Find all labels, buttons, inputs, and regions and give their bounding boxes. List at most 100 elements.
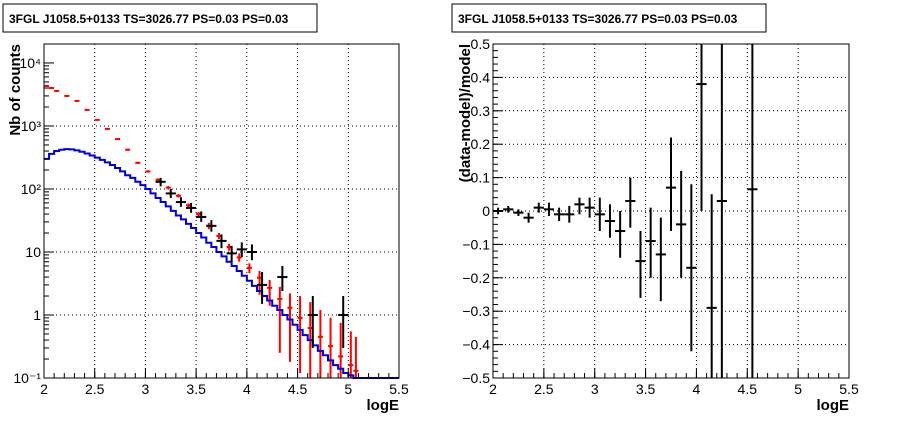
residual-data-point [533, 202, 544, 213]
residual-data-point [645, 207, 656, 278]
counts-x-tick-label: 5.5 [389, 381, 409, 397]
residual-data-point [635, 231, 646, 298]
counts-data-point [287, 293, 293, 362]
counts-panel: 3FGL J1058.5+0133 TS=3026.77 PS=0.03 PS=… [2, 3, 409, 414]
counts-data-point [165, 188, 176, 198]
residual-y-tick-label: 0.4 [471, 69, 491, 85]
residual-data-point [513, 209, 524, 217]
residual-panel: 3FGL J1058.5+0133 TS=3026.77 PS=0.03 PS=… [451, 3, 859, 414]
residual-data-point [706, 194, 717, 378]
residual-x-axis-title: logE [817, 397, 850, 414]
counts-data-point [94, 118, 100, 121]
residual-title-box [451, 3, 767, 33]
counts-data-point [54, 89, 60, 92]
counts-data-point [74, 99, 80, 102]
counts-y-tick-label: 10⁻¹ [13, 370, 41, 386]
counts-data-point [135, 161, 141, 164]
counts-data-point [115, 138, 121, 141]
residual-y-tick-label: 0 [482, 203, 490, 219]
counts-x-tick-label: 3 [142, 381, 150, 397]
residual-data-point [676, 170, 687, 278]
counts-y-tick-label: 10⁴ [19, 55, 41, 71]
residual-data-point [584, 197, 595, 218]
counts-x-tick-label: 2.5 [85, 381, 105, 397]
residual-x-tick-label: 4.5 [738, 381, 758, 397]
counts-y-tick-label: 10 [25, 244, 41, 260]
counts-data-point [297, 296, 303, 374]
counts-data-point [104, 127, 110, 130]
counts-y-axis-title: Nb of counts [7, 44, 24, 136]
residual-x-tick-label: 2.5 [534, 381, 554, 397]
counts-y-tick-label: 10³ [21, 118, 42, 134]
counts-data-point [226, 245, 237, 262]
residual-data-point [574, 197, 585, 215]
counts-data-point [246, 244, 257, 261]
residual-data-point [503, 205, 514, 213]
residual-data-point [615, 211, 626, 258]
counts-data-point [175, 194, 181, 198]
counts-data-point [165, 186, 171, 190]
residual-x-tick-label: 4 [693, 381, 701, 397]
counts-data-point [84, 108, 90, 111]
counts-y-tick-label: 10² [21, 181, 42, 197]
counts-data-point [328, 317, 334, 378]
counts-data-point [317, 310, 323, 378]
residual-x-tick-label: 2 [489, 381, 497, 397]
residual-data-point [564, 205, 575, 223]
residual-x-tick-label: 5.5 [839, 381, 859, 397]
residual-data-point [523, 212, 534, 223]
residual-y-tick-label: −0.4 [462, 337, 490, 353]
counts-x-tick-label: 5 [344, 381, 352, 397]
counts-data-point [307, 296, 318, 348]
counts-data-point [206, 220, 217, 232]
counts-data-point [64, 94, 70, 97]
residual-x-tick-label: 3 [591, 381, 599, 397]
residual-data-point [665, 137, 677, 232]
counts-x-tick-label: 4.5 [288, 381, 308, 397]
residual-data-point [543, 202, 555, 217]
counts-data-point [353, 336, 359, 378]
residual-data-point [696, 44, 707, 211]
residual-data-point [594, 197, 605, 232]
counts-data-point [186, 202, 197, 213]
counts-data-point [175, 197, 186, 207]
counts-plot-frame [43, 43, 400, 379]
counts-x-tick-label: 2 [40, 381, 48, 397]
residual-data-point [716, 44, 727, 378]
residual-y-tick-label: 0.5 [471, 36, 491, 52]
counts-data-point [236, 253, 242, 262]
counts-x-tick-label: 3.5 [186, 381, 206, 397]
residual-x-tick-label: 5 [794, 381, 802, 397]
counts-data-point [236, 242, 247, 258]
counts-data-point [277, 286, 283, 353]
residual-x-tick-label: 3.5 [636, 381, 656, 397]
counts-data-point [277, 265, 288, 292]
counts-data-point [348, 331, 354, 378]
counts-data-point [216, 234, 227, 249]
counts-x-axis-title: logE [367, 397, 400, 414]
residual-y-tick-label: −0.2 [462, 270, 490, 286]
counts-title: 3FGL J1058.5+0133 TS=3026.77 PS=0.03 PS=… [9, 12, 289, 26]
residual-y-tick-label: −0.1 [462, 236, 490, 252]
counts-data-point [338, 296, 349, 348]
counts-data-point [44, 85, 50, 88]
residual-title: 3FGL J1058.5+0133 TS=3026.77 PS=0.03 PS=… [458, 12, 738, 26]
residual-y-axis-title: (data-model)/model [457, 44, 474, 182]
counts-data-point [196, 211, 207, 222]
counts-data-point [155, 177, 166, 187]
counts-data-point [246, 263, 252, 274]
residual-y-tick-label: −0.5 [462, 370, 490, 386]
residual-y-tick-label: 0.3 [471, 103, 491, 119]
counts-data-point [125, 148, 131, 151]
residual-y-tick-label: 0.2 [471, 136, 491, 152]
residual-data-point [554, 207, 565, 222]
counts-model-histogram [44, 148, 399, 379]
counts-x-tick-label: 4 [243, 381, 251, 397]
residual-data-point [747, 44, 758, 378]
residual-data-point [655, 217, 666, 302]
residual-y-tick-label: 0.1 [471, 170, 491, 186]
residual-data-point [686, 184, 697, 352]
counts-title-box [2, 3, 318, 33]
counts-data-point [267, 279, 273, 306]
